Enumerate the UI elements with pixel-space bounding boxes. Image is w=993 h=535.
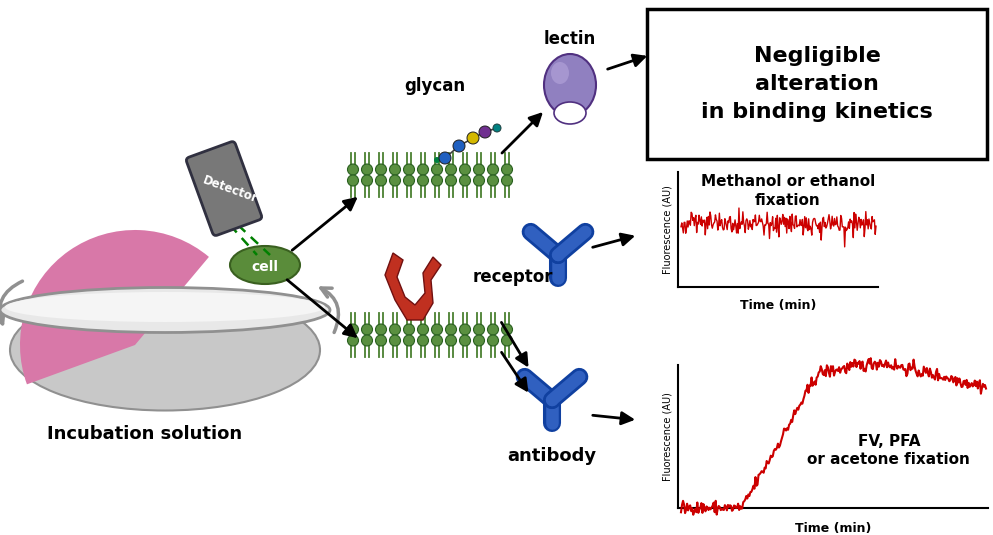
- Circle shape: [439, 152, 451, 164]
- Text: Negligible
alteration
in binding kinetics: Negligible alteration in binding kinetic…: [701, 46, 932, 122]
- Circle shape: [460, 175, 471, 186]
- Circle shape: [417, 175, 429, 186]
- Text: FV, PFA
or acetone fixation: FV, PFA or acetone fixation: [807, 434, 970, 467]
- Circle shape: [432, 324, 443, 335]
- Circle shape: [348, 324, 358, 335]
- Circle shape: [493, 124, 501, 132]
- Circle shape: [403, 175, 414, 186]
- Circle shape: [479, 126, 491, 138]
- Circle shape: [348, 164, 358, 175]
- Circle shape: [361, 335, 372, 346]
- Circle shape: [348, 335, 358, 346]
- Circle shape: [389, 175, 400, 186]
- Ellipse shape: [544, 54, 596, 116]
- Circle shape: [361, 175, 372, 186]
- Circle shape: [375, 164, 386, 175]
- Polygon shape: [385, 253, 441, 320]
- Text: Fluorescence (AU): Fluorescence (AU): [663, 185, 673, 274]
- Circle shape: [417, 335, 429, 346]
- Circle shape: [474, 324, 485, 335]
- Circle shape: [460, 335, 471, 346]
- Text: Incubation solution: Incubation solution: [48, 425, 242, 443]
- Circle shape: [446, 335, 457, 346]
- Circle shape: [361, 324, 372, 335]
- Circle shape: [432, 175, 443, 186]
- Circle shape: [488, 175, 498, 186]
- Ellipse shape: [554, 102, 586, 124]
- Circle shape: [453, 140, 465, 152]
- Text: receptor: receptor: [473, 268, 553, 286]
- Circle shape: [417, 164, 429, 175]
- Circle shape: [403, 324, 414, 335]
- Text: glycan: glycan: [404, 77, 466, 95]
- Ellipse shape: [5, 292, 325, 322]
- Circle shape: [474, 164, 485, 175]
- Circle shape: [446, 175, 457, 186]
- Circle shape: [460, 164, 471, 175]
- FancyBboxPatch shape: [647, 9, 987, 159]
- Circle shape: [501, 324, 512, 335]
- Circle shape: [488, 164, 498, 175]
- Circle shape: [417, 324, 429, 335]
- Circle shape: [403, 164, 414, 175]
- Text: Fluorescence (AU): Fluorescence (AU): [663, 392, 673, 481]
- Circle shape: [460, 324, 471, 335]
- FancyBboxPatch shape: [187, 142, 261, 235]
- Circle shape: [474, 175, 485, 186]
- Text: lectin: lectin: [544, 30, 596, 48]
- Ellipse shape: [551, 62, 569, 84]
- Circle shape: [389, 335, 400, 346]
- Circle shape: [434, 157, 440, 163]
- Circle shape: [432, 335, 443, 346]
- Circle shape: [375, 335, 386, 346]
- Circle shape: [488, 335, 498, 346]
- Circle shape: [375, 175, 386, 186]
- Circle shape: [375, 324, 386, 335]
- Circle shape: [389, 164, 400, 175]
- Text: Detector: Detector: [201, 174, 259, 206]
- Wedge shape: [20, 230, 209, 384]
- Circle shape: [501, 175, 512, 186]
- Circle shape: [432, 164, 443, 175]
- Circle shape: [501, 335, 512, 346]
- Text: Time (min): Time (min): [794, 522, 871, 535]
- Circle shape: [467, 132, 479, 144]
- Circle shape: [474, 335, 485, 346]
- Ellipse shape: [10, 289, 320, 410]
- Circle shape: [389, 324, 400, 335]
- Text: Methanol or ethanol
fixation: Methanol or ethanol fixation: [701, 174, 875, 208]
- Ellipse shape: [230, 246, 300, 284]
- Text: cell: cell: [251, 260, 278, 274]
- Ellipse shape: [0, 287, 330, 332]
- Circle shape: [361, 164, 372, 175]
- Circle shape: [446, 324, 457, 335]
- Text: antibody: antibody: [507, 447, 597, 465]
- Circle shape: [446, 164, 457, 175]
- Circle shape: [501, 164, 512, 175]
- Circle shape: [488, 324, 498, 335]
- Circle shape: [348, 175, 358, 186]
- Circle shape: [403, 335, 414, 346]
- Text: Time (min): Time (min): [740, 299, 816, 312]
